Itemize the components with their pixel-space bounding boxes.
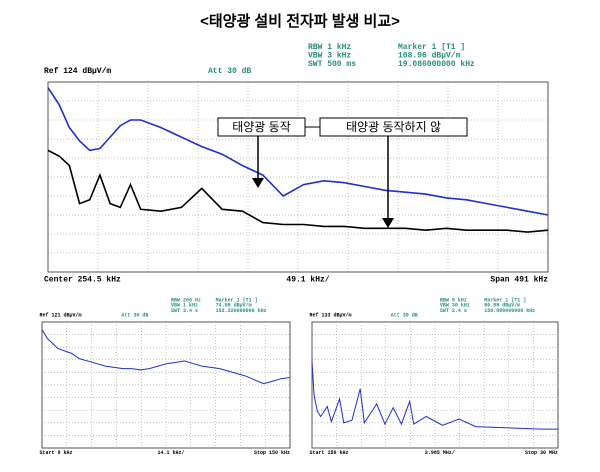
footer-div: 49.1 kHz/	[286, 275, 329, 284]
footer-div: 14.1 kHz/	[157, 450, 184, 456]
marker-info: 19.086000000 kHz	[398, 60, 475, 69]
marker-info: 150.000000000 kHz	[484, 308, 535, 314]
marker-info: 74.08 dBµV/m	[216, 303, 252, 309]
trace	[47, 149, 549, 233]
marker-info: 192.320000000 kHz	[216, 308, 267, 314]
ref-level: Ref 121 dBµV/m	[40, 312, 82, 318]
marker-info: Marker 1 [T1 ]	[216, 297, 258, 303]
annotation: 태양광 동작	[232, 120, 291, 134]
footer-start: Center 254.5 kHz	[44, 275, 121, 284]
trace	[41, 329, 291, 385]
setting: RBW 1 kHz	[308, 43, 351, 52]
footer-start: Start 150 kHz	[310, 450, 349, 456]
arrow-head	[252, 178, 264, 188]
setting: SWT 3.4 s	[171, 308, 198, 314]
setting: SWT 500 ms	[308, 60, 356, 69]
footer-div: 2.985 MHz/	[425, 450, 455, 456]
setting: RBW 200 Hz	[171, 297, 201, 303]
annotation: 태양광 동작하지 않	[346, 120, 441, 134]
marker-info: 108.96 dBµV/m	[398, 52, 461, 61]
setting: RBW 9 kHz	[440, 297, 467, 303]
setting: SWT 2.4 s	[440, 308, 467, 314]
ref-level: Ref 124 dBµV/m	[44, 67, 111, 76]
annotation-box	[217, 117, 306, 137]
setting: VBW 3 kHz	[308, 52, 351, 61]
marker-info: Marker 1 [T1 ]	[398, 43, 465, 52]
setting: VBW 30 kHz	[440, 303, 470, 309]
footer-start: Start 9 kHz	[40, 450, 73, 456]
attenuation: Att 30 dB	[208, 67, 251, 76]
footer-stop: Stop 150 kHz	[254, 450, 290, 456]
ref-level: Ref 133 dBµV/m	[310, 312, 352, 318]
attenuation: Att 30 dB	[391, 312, 418, 318]
annotation-box	[319, 117, 468, 137]
trace	[47, 87, 549, 216]
setting: VBW 1 kHz	[171, 303, 198, 309]
page-title: <태양광 설비 전자파 발생 비교>	[200, 12, 400, 30]
attenuation: Att 30 dB	[121, 312, 148, 318]
marker-info: 80.58 dBµV/m	[484, 303, 520, 309]
footer-stop: Stop 30 MHz	[525, 450, 558, 456]
footer-stop: Span 491 kHz	[490, 275, 548, 284]
arrow-head	[382, 218, 394, 228]
marker-info: Marker 1 [T1 ]	[484, 297, 526, 303]
trace	[311, 361, 558, 430]
